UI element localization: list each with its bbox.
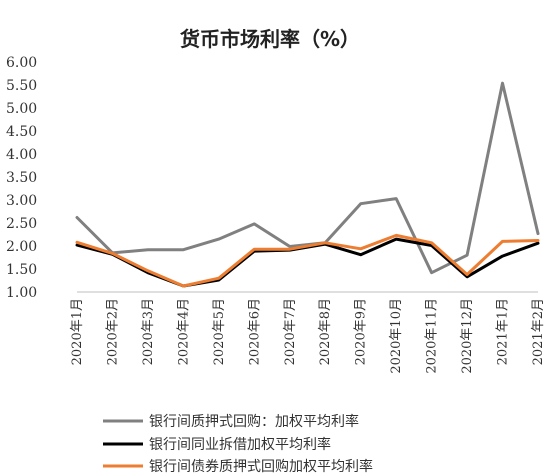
y-tick-label: 3.00 (6, 193, 37, 209)
x-tick-label: 2020年9月 (354, 298, 369, 365)
legend: 银行间质押式回购：加权平均利率银行间同业拆借加权平均利率银行间债券质押式回购加权… (103, 413, 373, 475)
x-tick-label: 2020年2月 (105, 298, 120, 365)
x-tick-labels: 2020年1月 2020年2月 2020年3月 2020年4月 2020年5月 2020年… (70, 298, 546, 374)
x-tick-label: 2020年10月 (389, 298, 404, 374)
series-lines (75, 81, 540, 288)
x-tick-label: 2021年2月 (531, 298, 546, 365)
chart-title: 货币市场利率（%） (180, 27, 360, 51)
x-tick-label: 2020年1月 (70, 298, 85, 365)
y-tick-label: 2.50 (6, 216, 37, 232)
y-tick-label: 3.50 (6, 170, 37, 186)
y-tick-label: 5.00 (6, 101, 37, 117)
y-tick-label: 4.50 (6, 124, 37, 140)
x-tick-label: 2021年1月 (496, 298, 511, 365)
x-tick-label: 2020年3月 (141, 298, 156, 365)
x-tick-label: 2020年4月 (176, 298, 191, 365)
y-tick-label: 1.50 (6, 262, 37, 278)
x-tick-label: 2020年8月 (318, 298, 333, 365)
x-tick-label: 2020年7月 (283, 298, 298, 365)
x-tick-label: 2020年11月 (425, 298, 440, 374)
legend-label-2: 银行间同业拆借加权平均利率 (149, 436, 331, 453)
series-line-3 (75, 233, 540, 288)
x-tick-label: 2020年6月 (247, 298, 262, 365)
legend-label-1: 银行间质押式回购：加权平均利率 (149, 413, 359, 430)
y-tick-label: 6.00 (6, 55, 37, 71)
y-tick-label: 2.00 (6, 239, 37, 255)
legend-label-3: 银行间债券质押式回购加权平均利率 (149, 458, 373, 475)
x-tick-label: 2020年5月 (212, 298, 227, 365)
y-tick-label: 5.50 (6, 78, 37, 94)
y-tick-labels: 1.00 1.50 2.00 2.50 3.00 3.50 4.00 4.50 5.00 5.50… (6, 55, 37, 301)
y-tick-label: 4.00 (6, 147, 37, 163)
y-tick-label: 1.00 (6, 285, 37, 301)
series-line-1 (75, 81, 540, 275)
x-tick-label: 2020年12月 (460, 298, 475, 374)
